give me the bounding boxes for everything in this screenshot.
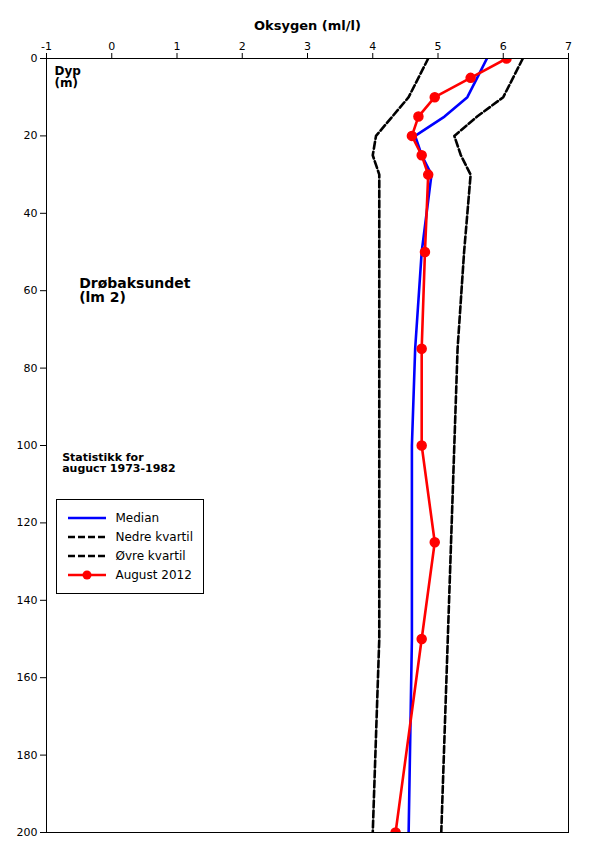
svg-text:120: 120 — [17, 516, 38, 529]
svg-text:80: 80 — [24, 362, 38, 375]
svg-text:40: 40 — [24, 207, 38, 220]
svg-text:180: 180 — [17, 749, 38, 762]
svg-text:5: 5 — [435, 40, 442, 53]
html-text:Øvre kvartil: Øvre kvartil — [115, 549, 186, 564]
svg-text:Drøbaksundet(lm 2): Drøbaksundet(lm 2) — [79, 275, 191, 305]
svg-text:0: 0 — [31, 52, 38, 65]
svg-text:140: 140 — [17, 594, 38, 607]
svg-text:2: 2 — [239, 40, 246, 53]
svg-text:20: 20 — [24, 129, 38, 142]
svg-text:Statistikk forauguст 1973-1982: Statistikk forauguст 1973-1982 — [62, 451, 175, 475]
svg-text:3: 3 — [304, 40, 311, 53]
svg-text:Oksygen (ml/l): Oksygen (ml/l) — [254, 18, 361, 33]
html-text:August 2012: August 2012 — [115, 568, 192, 583]
svg-text:7: 7 — [565, 40, 572, 53]
svg-text:Dyp(m): Dyp(m) — [55, 64, 82, 90]
svg-text:-1: -1 — [41, 40, 52, 53]
html-text:Nedre kvartil: Nedre kvartil — [115, 530, 193, 545]
svg-text:4: 4 — [369, 40, 376, 53]
svg-text:0: 0 — [108, 40, 115, 53]
svg-text:160: 160 — [17, 671, 38, 684]
svg-text:200: 200 — [17, 826, 38, 839]
svg-text:1: 1 — [174, 40, 181, 53]
svg-text:6: 6 — [500, 40, 507, 53]
html-text:Median: Median — [115, 511, 160, 526]
svg-text:100: 100 — [17, 439, 38, 452]
svg-text:60: 60 — [24, 284, 38, 297]
